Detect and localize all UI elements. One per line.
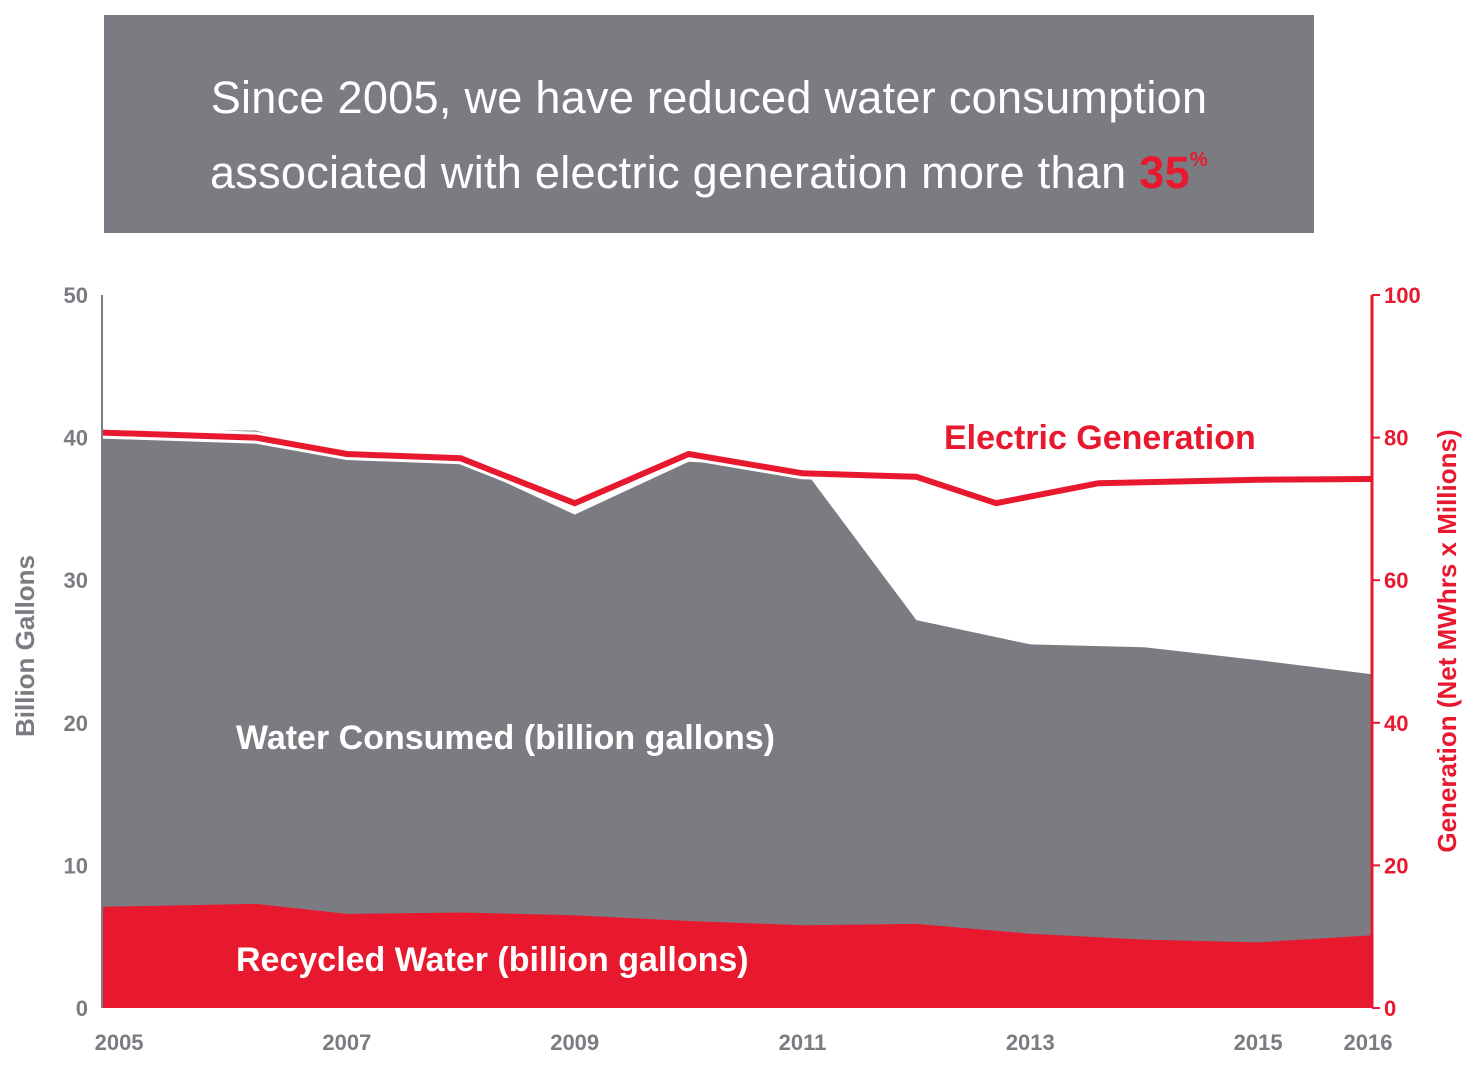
right-tick-label: 80 <box>1384 426 1408 451</box>
left-tick-label: 30 <box>64 568 88 593</box>
right-tick-label: 40 <box>1384 711 1408 736</box>
highlight-unit: % <box>1189 149 1209 171</box>
headline-line-2: associated with electric generation more… <box>104 129 1314 204</box>
right-tick-label: 0 <box>1384 996 1396 1021</box>
right-axis-title: Generation (Net MWhrs x Millions) <box>1432 429 1462 852</box>
x-tick-label: 2013 <box>1006 1030 1055 1055</box>
highlight-value: 35 <box>1139 147 1190 198</box>
left-tick-label: 10 <box>64 853 88 878</box>
labels: Billion Gallons Generation (Net MWhrs x M… <box>10 419 1462 979</box>
headline-line-2-prefix: associated with electric generation more… <box>209 147 1140 198</box>
right-tick-label: 100 <box>1384 283 1421 308</box>
left-tick-label: 0 <box>76 996 88 1021</box>
right-tick-label: 60 <box>1384 568 1408 593</box>
x-tick-label: 2005 <box>95 1030 144 1055</box>
x-tick-label: 2007 <box>322 1030 371 1055</box>
highlight-percentage: 35% <box>1139 147 1208 198</box>
right-tick-label: 20 <box>1384 853 1408 878</box>
x-tick-label: 2011 <box>779 1030 827 1055</box>
x-tick-label: 2016 <box>1344 1030 1393 1055</box>
recycled-water-label: Recycled Water (billion gallons) <box>236 941 749 979</box>
plot-lines <box>101 426 1373 510</box>
left-tick-label: 40 <box>64 426 88 451</box>
water-consumed-label: Water Consumed (billion gallons) <box>236 719 775 757</box>
headline-line-1: Since 2005, we have reduced water consum… <box>210 72 1208 123</box>
electric-generation-line <box>101 429 1373 507</box>
headline-text: Since 2005, we have reduced water consum… <box>104 67 1314 204</box>
plot-areas <box>102 430 1372 1008</box>
electric-generation-label: Electric Generation <box>944 419 1256 457</box>
left-axis-title: Billion Gallons <box>10 555 40 737</box>
recycled-water-area <box>102 903 1372 1008</box>
x-tick-label: 2009 <box>550 1030 599 1055</box>
axes: 0 10 20 30 40 50 0 20 40 60 80 100 2005 2007 2009 2011 2… <box>64 283 1421 1055</box>
water-consumed-area <box>102 430 1372 1008</box>
left-tick-label: 50 <box>64 283 88 308</box>
left-tick-label: 20 <box>64 711 88 736</box>
headline-banner: Since 2005, we have reduced water consum… <box>104 15 1314 233</box>
x-tick-label: 2015 <box>1234 1030 1283 1055</box>
